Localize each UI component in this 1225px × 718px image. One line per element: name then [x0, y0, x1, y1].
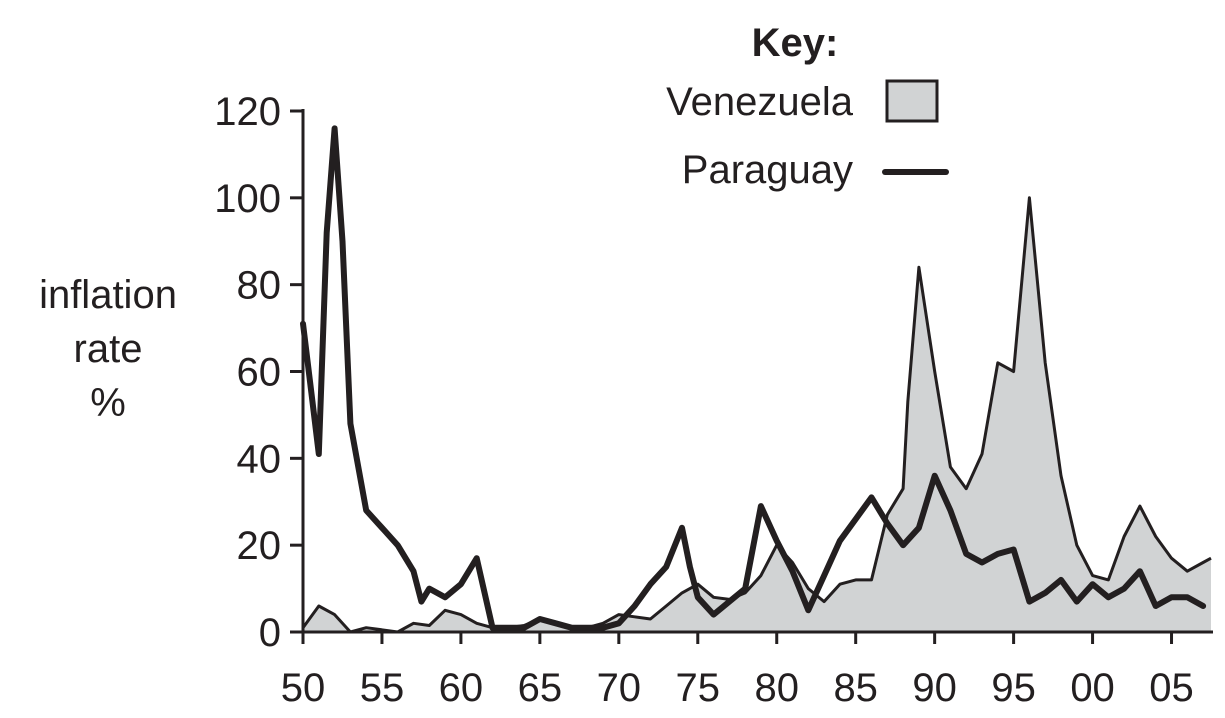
legend-label-venezuela: Venezuela	[666, 80, 854, 124]
paraguay-line	[300, 125, 1207, 631]
venezuela-area-fill	[303, 197, 1211, 633]
venezuela-series	[301, 196, 1212, 634]
x-tick-label: 85	[833, 666, 878, 710]
y-tick-label: 80	[237, 264, 282, 308]
y-tick-label: 40	[237, 437, 282, 481]
axes: 0 20 40 60 80 100 120 50 55 60 65 70 75 80 85 90 95 00 05	[214, 90, 1213, 710]
y-tick-label: 20	[237, 524, 282, 568]
y-axis-label-line-2: rate	[74, 327, 143, 371]
legend-label-paraguay: Paraguay	[682, 148, 853, 192]
x-tick-label: 75	[676, 666, 721, 710]
legend-title: Key:	[752, 21, 839, 65]
legend-swatch-venezuela	[885, 79, 939, 123]
x-tick-label: 05	[1149, 666, 1194, 710]
x-tick-label: 70	[597, 666, 642, 710]
x-tick-label: 80	[754, 666, 799, 710]
y-tick-label: 0	[259, 611, 281, 655]
y-axis-label-line-1: inflation	[39, 273, 177, 317]
x-tick-label: 90	[912, 666, 957, 710]
venezuela-area-outline	[301, 196, 1212, 634]
x-tick-label: 50	[281, 666, 326, 710]
y-tick-label: 100	[214, 177, 281, 221]
x-tick-label: 00	[1070, 666, 1115, 710]
y-tick-label: 60	[237, 351, 282, 395]
paraguay-series	[300, 125, 1207, 631]
x-tick-label: 95	[991, 666, 1036, 710]
x-tick-label: 65	[518, 666, 563, 710]
x-tick-label: 55	[360, 666, 405, 710]
y-axis-label-line-3: %	[90, 381, 126, 425]
y-tick-label: 120	[214, 90, 281, 134]
x-tick-label: 60	[439, 666, 484, 710]
